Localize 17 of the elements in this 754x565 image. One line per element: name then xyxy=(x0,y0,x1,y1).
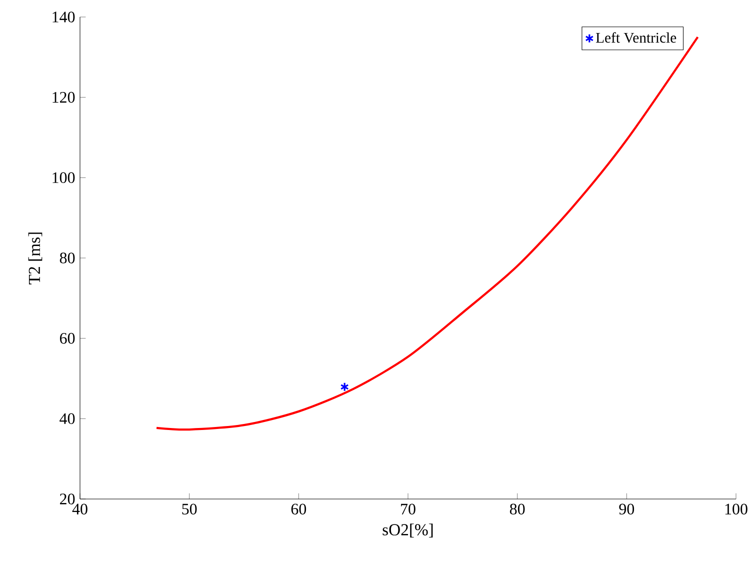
x-tick-label: 50 xyxy=(182,504,197,514)
legend-label: Left Ventricle xyxy=(596,32,676,43)
x-tick-label: 80 xyxy=(510,504,525,514)
y-tick-label: 60 xyxy=(60,332,75,344)
y-tick-label: 40 xyxy=(60,413,75,424)
x-tick-label: 90 xyxy=(619,504,634,514)
y-tick-label: 120 xyxy=(52,92,75,103)
y-tick-label: 100 xyxy=(52,172,75,184)
y-tick-label: 80 xyxy=(60,252,75,264)
x-axis-title: sO2[%] xyxy=(382,524,433,538)
x-tick-label: 70 xyxy=(401,504,416,514)
x-tick-label: 60 xyxy=(291,504,306,514)
x-tick-label: 100 xyxy=(725,504,748,514)
y-axis-title: T2 [ms] xyxy=(28,232,42,284)
y-tick-label: 20 xyxy=(60,494,75,504)
y-tick-label: 140 xyxy=(52,12,75,22)
x-tick-label: 40 xyxy=(72,504,88,514)
